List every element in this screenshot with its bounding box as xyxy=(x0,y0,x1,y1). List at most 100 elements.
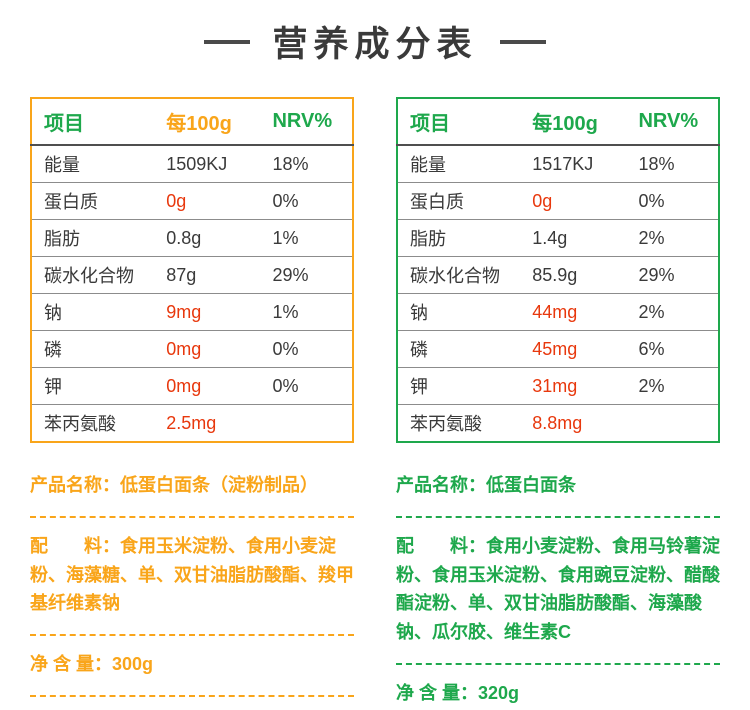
ingredients-value: 食用玉米淀粉、食用小麦淀粉、海藻糖、单、双甘油脂肪酸酯、羧甲基纤维素钠 xyxy=(30,535,354,614)
nutrient-name: 能量 xyxy=(44,155,80,175)
col-header-nrv: NRV% xyxy=(638,98,719,146)
nutrient-value: 44mg xyxy=(532,293,639,331)
nutrient-name: 蛋白质 xyxy=(397,182,533,220)
ingredients-section: 配 料：食用玉米淀粉、食用小麦淀粉、海藻糖、单、双甘油脂肪酸酯、羧甲基纤维素钠 xyxy=(30,518,354,637)
table-row: 脂肪 0.8g 1% xyxy=(31,219,353,257)
nutrient-value: 0g xyxy=(532,182,639,220)
table-row: 能量 1509KJ 18% xyxy=(31,145,353,183)
nutrient-nrv: 29% xyxy=(638,256,719,294)
net-weight-section: 净 含 量：300g xyxy=(30,636,354,697)
nutrient-name: 蛋白质 xyxy=(31,182,167,220)
col-header-per100g: 每100g xyxy=(532,98,639,146)
nutrient-nrv: 2% xyxy=(638,367,719,405)
nutrient-value: 8.8mg xyxy=(532,404,639,442)
nutrient-value: 1509KJ xyxy=(166,153,228,174)
nutrient-name: 磷 xyxy=(397,330,533,368)
nutrient-nrv: 0% xyxy=(638,182,719,220)
net-weight-section: 净 含 量：320g xyxy=(396,665,720,710)
table-row: 钾 31mg 2% xyxy=(397,367,719,405)
product-name-section: 产品名称：低蛋白面条（淀粉制品） xyxy=(30,457,354,518)
nutrient-name: 苯丙氨酸 xyxy=(397,404,533,442)
nutrient-nrv xyxy=(272,404,353,442)
nutrient-name: 能量 xyxy=(410,155,446,175)
net-weight-label: 净 含 量： xyxy=(30,654,113,675)
nutrient-value: 0g xyxy=(166,182,273,220)
net-weight-value: 320g xyxy=(478,682,520,703)
nutrient-name: 钠 xyxy=(397,293,533,331)
col-header-item: 项目 xyxy=(397,98,533,146)
nutrient-value: 31mg xyxy=(532,367,639,405)
product-name-value: 低蛋白面条（淀粉制品） xyxy=(120,475,318,495)
product-name-value: 低蛋白面条 xyxy=(486,475,576,495)
nutrient-value: 1517KJ xyxy=(532,153,594,174)
nutrient-nrv: 18% xyxy=(272,153,309,174)
nutrient-value: 0mg xyxy=(166,330,273,368)
nutrient-value: 85.9g xyxy=(532,256,639,294)
nutrient-value: 0mg xyxy=(166,367,273,405)
title-decoration-right xyxy=(499,39,546,44)
nutrient-nrv: 0% xyxy=(272,330,353,368)
nutrient-value: 0.8g xyxy=(166,219,273,257)
product-name-section: 产品名称：低蛋白面条 xyxy=(396,457,720,518)
nutrient-nrv: 2% xyxy=(638,219,719,257)
nutrition-table-right: 项目 每100g NRV% 能量 1517KJ 18% 蛋白质 0g 0% 脂肪 xyxy=(396,97,720,443)
product-info-left: 产品名称：低蛋白面条（淀粉制品） 配 料：食用玉米淀粉、食用小麦淀粉、海藻糖、单… xyxy=(30,457,354,710)
nutrient-value: 87g xyxy=(166,256,273,294)
nutrient-name: 磷 xyxy=(31,330,167,368)
nutrition-table-left: 项目 每100g NRV% 能量 1509KJ 18% 蛋白质 0g 0% 脂肪 xyxy=(30,97,354,443)
nutrient-nrv: 29% xyxy=(272,256,353,294)
table-header-row: 项目 每100g NRV% xyxy=(397,98,719,146)
nutrient-name: 钠 xyxy=(31,293,167,331)
nutrient-nrv: 0% xyxy=(272,182,353,220)
col-header-per100g: 每100g xyxy=(166,98,273,146)
title-row: 营养成分表 xyxy=(0,0,750,67)
nutrition-tables: 项目 每100g NRV% 能量 1509KJ 18% 蛋白质 0g 0% 脂肪 xyxy=(0,97,750,443)
nutrient-name: 碳水化合物 xyxy=(397,256,533,294)
nutrient-name: 钾 xyxy=(397,367,533,405)
nutrient-nrv xyxy=(638,404,719,442)
nutrient-nrv: 1% xyxy=(272,219,353,257)
ingredients-label: 配 料： xyxy=(396,535,486,556)
nutrient-name: 钾 xyxy=(31,367,167,405)
nutrient-nrv: 6% xyxy=(638,330,719,368)
table-row: 蛋白质 0g 0% xyxy=(397,182,719,220)
nutrient-value: 9mg xyxy=(166,293,273,331)
product-name-label: 产品名称： xyxy=(30,475,120,495)
nutrient-name: 碳水化合物 xyxy=(31,256,167,294)
nutrient-value: 1.4g xyxy=(532,219,639,257)
col-header-item: 项目 xyxy=(31,98,167,146)
ingredients-label: 配 料： xyxy=(30,535,120,556)
table-row: 脂肪 1.4g 2% xyxy=(397,219,719,257)
nutrient-nrv: 1% xyxy=(272,293,353,331)
table-row: 磷 45mg 6% xyxy=(397,330,719,368)
table-row: 磷 0mg 0% xyxy=(31,330,353,368)
net-weight-value: 300g xyxy=(112,654,154,675)
page-title: 营养成分表 xyxy=(272,25,478,64)
product-name-label: 产品名称： xyxy=(396,475,486,495)
table-row: 苯丙氨酸 8.8mg xyxy=(397,404,719,442)
table-row: 蛋白质 0g 0% xyxy=(31,182,353,220)
table-row: 钾 0mg 0% xyxy=(31,367,353,405)
nutrient-value: 45mg xyxy=(532,330,639,368)
product-info: 产品名称：低蛋白面条（淀粉制品） 配 料：食用玉米淀粉、食用小麦淀粉、海藻糖、单… xyxy=(0,457,750,710)
col-header-nrv: NRV% xyxy=(272,98,353,146)
shelf-life-section: 保 质 期：12个月 xyxy=(30,697,354,710)
net-weight-label: 净 含 量： xyxy=(396,682,479,703)
ingredients-section: 配 料：食用小麦淀粉、食用马铃薯淀粉、食用玉米淀粉、食用豌豆淀粉、醋酸酯淀粉、单… xyxy=(396,518,720,665)
table-row: 碳水化合物 85.9g 29% xyxy=(397,256,719,294)
table-row: 能量 1517KJ 18% xyxy=(397,145,719,183)
ingredients-value: 食用小麦淀粉、食用马铃薯淀粉、食用玉米淀粉、食用豌豆淀粉、醋酸酯淀粉、单、双甘油… xyxy=(396,535,720,643)
nutrient-name: 脂肪 xyxy=(31,219,167,257)
table-row: 碳水化合物 87g 29% xyxy=(31,256,353,294)
nutrient-name: 苯丙氨酸 xyxy=(31,404,167,442)
table-row: 钠 9mg 1% xyxy=(31,293,353,331)
nutrient-nrv: 18% xyxy=(638,153,675,174)
nutrient-nrv: 2% xyxy=(638,293,719,331)
table-header-row: 项目 每100g NRV% xyxy=(31,98,353,146)
nutrient-name: 脂肪 xyxy=(397,219,533,257)
product-info-right: 产品名称：低蛋白面条 配 料：食用小麦淀粉、食用马铃薯淀粉、食用玉米淀粉、食用豌… xyxy=(396,457,720,710)
nutrient-nrv: 0% xyxy=(272,367,353,405)
nutrient-value: 2.5mg xyxy=(166,404,273,442)
table-row: 苯丙氨酸 2.5mg xyxy=(31,404,353,442)
